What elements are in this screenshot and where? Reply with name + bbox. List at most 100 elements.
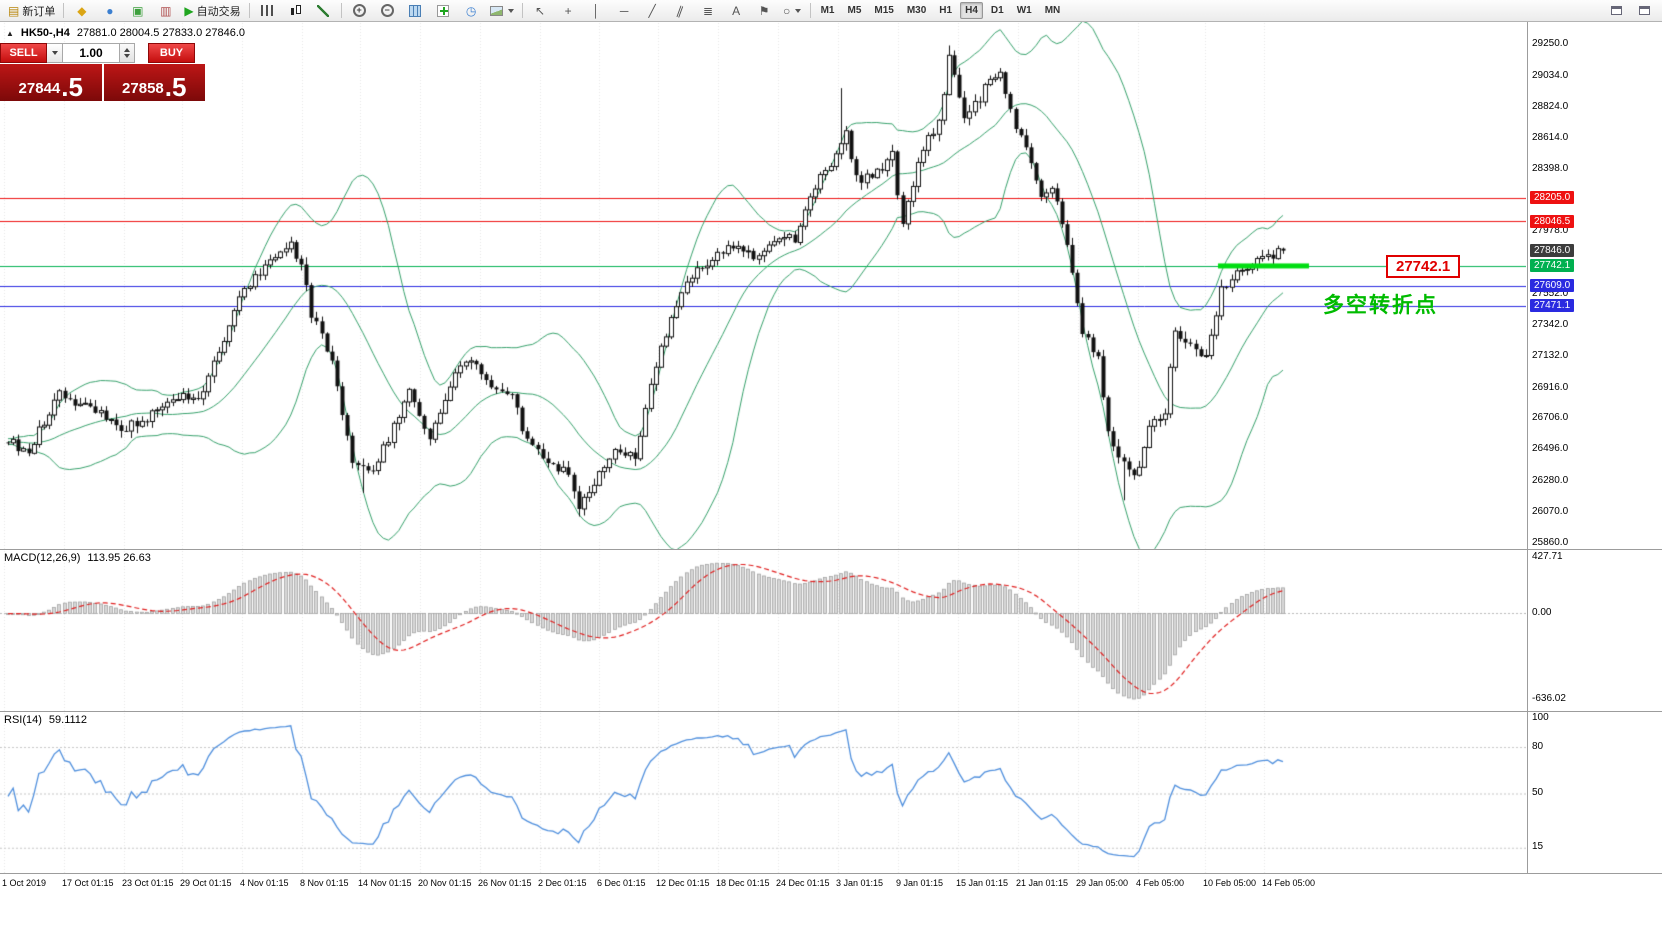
text-button-icon: A [732, 3, 741, 18]
macd-indicator-label: MACD(12,26,9) 113.95 26.63 [4, 552, 151, 564]
channel-button-icon: ∥ [674, 2, 686, 19]
rsi-axis-label: 100 [1532, 712, 1549, 723]
bar-chart-button-icon [261, 5, 274, 16]
indicators-button[interactable] [430, 0, 457, 21]
price-axis-divider [1527, 22, 1528, 873]
periods-button[interactable]: ◷ [458, 0, 485, 21]
price-axis-tick: 26916.0 [1532, 381, 1569, 393]
vertical-line-button-icon: │ [592, 3, 600, 18]
timeframe-button-d1[interactable]: D1 [990, 5, 1004, 16]
layers-icon[interactable]: ◆ [68, 0, 95, 21]
time-axis-label: 20 Nov 01:15 [418, 878, 472, 888]
window-new-button[interactable] [1631, 0, 1658, 21]
volume-dropdown-button[interactable] [47, 43, 63, 63]
price-axis-marker: 28046.5 [1530, 214, 1575, 228]
timeframe-button-m30[interactable]: M30 [906, 5, 927, 16]
line-chart-button-icon [317, 4, 330, 17]
timeframe-button-h1[interactable]: H1 [939, 5, 953, 16]
price-axis: 29250.0 29034.0 28824.0 28614.0 28398.0 27978… [1530, 0, 1660, 947]
label-button[interactable]: ⚑ [751, 0, 778, 21]
terminal-icon[interactable]: ▥ [152, 0, 179, 21]
main-toolbar: ▤ 新订单 ◆ ● ▣ ▥ ▶ 自动交易 + − ◷ ↖ + │ ─ ╱ ∥ ≣ A ⚑ ○ M1 M5 M15 M30 H1 H4… [0, 0, 1662, 22]
shapes-button-caret-icon [795, 8, 802, 13]
price-axis-tick: 26070.0 [1532, 506, 1569, 518]
new-order-button-icon: ▤ [8, 3, 20, 18]
vertical-line-button[interactable]: │ [583, 0, 610, 21]
autotrade-button-icon: ▶ [184, 3, 194, 18]
indicators-button-icon [437, 4, 450, 17]
time-axis-label: 18 Dec 01:15 [716, 878, 770, 888]
volume-input[interactable] [63, 43, 120, 63]
price-axis-marker: 27609.0 [1530, 279, 1575, 293]
market-icon[interactable]: ▣ [124, 0, 151, 21]
buy-button[interactable]: BUY [148, 43, 195, 63]
time-axis-label: 1 Oct 2019 [2, 878, 47, 888]
timeframe-button-h4[interactable]: H4 [960, 2, 983, 19]
macd-axis-label: -636.02 [1532, 693, 1566, 704]
time-axis-label: 6 Dec 01:15 [597, 878, 646, 888]
symbol-ohlc-values: 27881.0 28004.5 27833.0 27846.0 [76, 27, 246, 39]
tile-windows-button[interactable] [402, 0, 429, 21]
sell-price-display[interactable]: 27844 .5 [0, 64, 102, 101]
window-restore-button[interactable] [1603, 0, 1630, 21]
time-axis-label: 21 Jan 01:15 [1016, 878, 1069, 888]
rsi-axis-label: 15 [1532, 841, 1544, 852]
time-axis-label: 23 Oct 01:15 [122, 878, 174, 888]
timeframe-button-m15[interactable]: M15 [874, 5, 894, 16]
timeframe-button-mn[interactable]: MN [1044, 5, 1061, 16]
price-chart-canvas[interactable] [0, 22, 1526, 873]
price-axis-tick: 28824.0 [1532, 100, 1569, 112]
rsi-panel-divider[interactable] [0, 711, 1662, 712]
fibonacci-button[interactable]: ≣ [695, 0, 722, 21]
timeframe-button-m5[interactable]: M5 [847, 5, 862, 16]
templates-button-caret-icon [507, 8, 514, 13]
time-axis-label: 8 Nov 01:15 [300, 878, 349, 888]
crosshair-button[interactable]: + [555, 0, 582, 21]
cursor-button[interactable]: ↖ [527, 0, 554, 21]
new-order-button[interactable]: ▤ 新订单 [4, 0, 59, 21]
candlestick-chart-button[interactable] [282, 0, 309, 21]
timeframe-button-m1[interactable]: M1 [820, 5, 835, 16]
horizontal-line-button[interactable]: ─ [611, 0, 638, 21]
macd-axis-label: 427.71 [1532, 551, 1563, 562]
trendline-button[interactable]: ╱ [639, 0, 666, 21]
price-axis-tick: 28614.0 [1532, 131, 1569, 143]
autotrade-button-label: 自动交易 [196, 5, 241, 18]
price-axis-tick: 26280.0 [1532, 475, 1569, 487]
trendline-button-icon: ╱ [648, 3, 656, 18]
price-axis-tick: 27552.0 [1532, 287, 1569, 299]
templates-button-icon [489, 5, 503, 16]
line-chart-button[interactable] [310, 0, 337, 21]
macd-panel-divider[interactable] [0, 549, 1662, 550]
zoom-in-button[interactable]: + [346, 0, 373, 21]
volume-stepper[interactable] [120, 43, 135, 63]
price-axis-tick: 26706.0 [1532, 412, 1569, 424]
autotrade-button[interactable]: ▶ 自动交易 [180, 0, 244, 21]
price-axis-tick: 29250.0 [1532, 38, 1569, 49]
shapes-button[interactable]: ○ [779, 0, 806, 21]
timeframe-button-w1[interactable]: W1 [1016, 5, 1032, 16]
zoom-out-button[interactable]: − [374, 0, 401, 21]
new-order-button-label: 新订单 [22, 5, 56, 18]
channel-button[interactable]: ∥ [667, 0, 694, 21]
sell-button[interactable]: SELL [0, 43, 47, 63]
community-icon-icon: ● [106, 3, 114, 18]
time-axis-label: 29 Oct 01:15 [180, 878, 232, 888]
community-icon[interactable]: ● [96, 0, 123, 21]
window-restore-button-icon [1611, 6, 1622, 15]
price-axis-tick: 29034.0 [1532, 69, 1569, 81]
support-level-price-flag[interactable]: 27742.1 [1386, 255, 1461, 278]
symbol-name: HK50-,H4 [20, 27, 70, 39]
time-axis-label: 2 Dec 01:15 [538, 878, 587, 888]
shapes-button-icon: ○ [782, 3, 791, 18]
macd-axis-label: 0.00 [1532, 607, 1552, 618]
templates-button[interactable] [486, 0, 518, 21]
macd-values: 113.95 26.63 [87, 552, 151, 564]
toolbar-separator [809, 3, 811, 18]
text-button[interactable]: A [723, 0, 750, 21]
bar-chart-button[interactable] [254, 0, 281, 21]
buy-price-display[interactable]: 27858 .5 [103, 64, 205, 101]
turning-point-annotation: 多空转折点 [1323, 294, 1438, 317]
decrease-volume-icon [124, 54, 130, 58]
